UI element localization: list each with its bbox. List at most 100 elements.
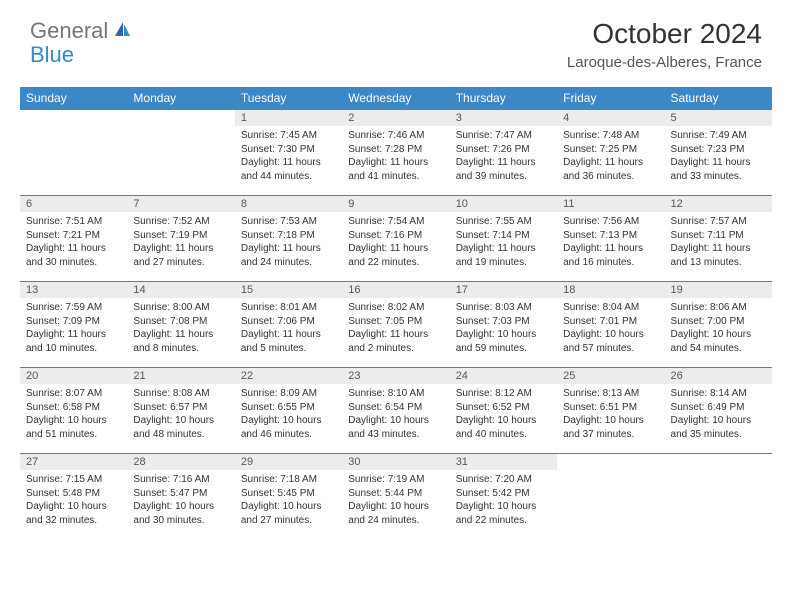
calendar-cell: 11Sunrise: 7:56 AMSunset: 7:13 PMDayligh… — [557, 196, 664, 282]
day-details: Sunrise: 7:45 AMSunset: 7:30 PMDaylight:… — [235, 126, 342, 187]
day-number: 27 — [20, 454, 127, 470]
day-details: Sunrise: 8:12 AMSunset: 6:52 PMDaylight:… — [450, 384, 557, 445]
calendar-cell: 10Sunrise: 7:55 AMSunset: 7:14 PMDayligh… — [450, 196, 557, 282]
day-number: 17 — [450, 282, 557, 298]
calendar-head: SundayMondayTuesdayWednesdayThursdayFrid… — [20, 87, 772, 110]
day-details: Sunrise: 7:49 AMSunset: 7:23 PMDaylight:… — [665, 126, 772, 187]
day-details: Sunrise: 8:14 AMSunset: 6:49 PMDaylight:… — [665, 384, 772, 445]
calendar-cell: 30Sunrise: 7:19 AMSunset: 5:44 PMDayligh… — [342, 454, 449, 540]
calendar-cell: 8Sunrise: 7:53 AMSunset: 7:18 PMDaylight… — [235, 196, 342, 282]
calendar-week-row: 1Sunrise: 7:45 AMSunset: 7:30 PMDaylight… — [20, 110, 772, 196]
day-number: 22 — [235, 368, 342, 384]
day-number: 14 — [127, 282, 234, 298]
day-number: 11 — [557, 196, 664, 212]
calendar-cell: 25Sunrise: 8:13 AMSunset: 6:51 PMDayligh… — [557, 368, 664, 454]
calendar-cell: 16Sunrise: 8:02 AMSunset: 7:05 PMDayligh… — [342, 282, 449, 368]
day-details: Sunrise: 8:10 AMSunset: 6:54 PMDaylight:… — [342, 384, 449, 445]
calendar-cell: 12Sunrise: 7:57 AMSunset: 7:11 PMDayligh… — [665, 196, 772, 282]
title-block: October 2024 Laroque-des-Alberes, France — [567, 18, 762, 71]
day-details: Sunrise: 7:57 AMSunset: 7:11 PMDaylight:… — [665, 212, 772, 273]
logo-text-blue: Blue — [30, 42, 74, 67]
calendar-week-row: 20Sunrise: 8:07 AMSunset: 6:58 PMDayligh… — [20, 368, 772, 454]
day-details: Sunrise: 8:03 AMSunset: 7:03 PMDaylight:… — [450, 298, 557, 359]
calendar-cell: 21Sunrise: 8:08 AMSunset: 6:57 PMDayligh… — [127, 368, 234, 454]
day-details: Sunrise: 7:48 AMSunset: 7:25 PMDaylight:… — [557, 126, 664, 187]
calendar-week-row: 27Sunrise: 7:15 AMSunset: 5:48 PMDayligh… — [20, 454, 772, 540]
day-number: 2 — [342, 110, 449, 126]
calendar-cell: 7Sunrise: 7:52 AMSunset: 7:19 PMDaylight… — [127, 196, 234, 282]
calendar-cell: 20Sunrise: 8:07 AMSunset: 6:58 PMDayligh… — [20, 368, 127, 454]
calendar-cell: 4Sunrise: 7:48 AMSunset: 7:25 PMDaylight… — [557, 110, 664, 196]
day-number: 1 — [235, 110, 342, 126]
day-details: Sunrise: 7:47 AMSunset: 7:26 PMDaylight:… — [450, 126, 557, 187]
day-number: 18 — [557, 282, 664, 298]
day-details: Sunrise: 8:08 AMSunset: 6:57 PMDaylight:… — [127, 384, 234, 445]
day-details: Sunrise: 7:19 AMSunset: 5:44 PMDaylight:… — [342, 470, 449, 531]
day-number: 4 — [557, 110, 664, 126]
day-number: 28 — [127, 454, 234, 470]
day-number: 30 — [342, 454, 449, 470]
month-title: October 2024 — [567, 18, 762, 50]
day-details: Sunrise: 7:18 AMSunset: 5:45 PMDaylight:… — [235, 470, 342, 531]
logo-text-general: General — [30, 18, 108, 44]
day-details: Sunrise: 8:00 AMSunset: 7:08 PMDaylight:… — [127, 298, 234, 359]
calendar-week-row: 13Sunrise: 7:59 AMSunset: 7:09 PMDayligh… — [20, 282, 772, 368]
header: General October 2024 Laroque-des-Alberes… — [0, 0, 792, 81]
day-number: 10 — [450, 196, 557, 212]
calendar-table: SundayMondayTuesdayWednesdayThursdayFrid… — [20, 87, 772, 540]
day-number: 6 — [20, 196, 127, 212]
day-number: 9 — [342, 196, 449, 212]
day-number: 23 — [342, 368, 449, 384]
calendar-cell: 26Sunrise: 8:14 AMSunset: 6:49 PMDayligh… — [665, 368, 772, 454]
calendar-cell — [557, 454, 664, 540]
day-number: 15 — [235, 282, 342, 298]
day-number: 21 — [127, 368, 234, 384]
calendar-cell — [20, 110, 127, 196]
weekday-header: Thursday — [450, 87, 557, 110]
day-number: 25 — [557, 368, 664, 384]
calendar-cell: 27Sunrise: 7:15 AMSunset: 5:48 PMDayligh… — [20, 454, 127, 540]
day-number: 3 — [450, 110, 557, 126]
logo-blue-wrap: Blue — [30, 42, 74, 68]
day-details: Sunrise: 7:46 AMSunset: 7:28 PMDaylight:… — [342, 126, 449, 187]
day-details: Sunrise: 7:51 AMSunset: 7:21 PMDaylight:… — [20, 212, 127, 273]
calendar-cell: 3Sunrise: 7:47 AMSunset: 7:26 PMDaylight… — [450, 110, 557, 196]
calendar-cell: 5Sunrise: 7:49 AMSunset: 7:23 PMDaylight… — [665, 110, 772, 196]
day-number: 5 — [665, 110, 772, 126]
location: Laroque-des-Alberes, France — [567, 54, 762, 71]
day-details: Sunrise: 7:53 AMSunset: 7:18 PMDaylight:… — [235, 212, 342, 273]
day-number: 8 — [235, 196, 342, 212]
sail-icon — [113, 20, 133, 43]
day-number: 13 — [20, 282, 127, 298]
day-number: 12 — [665, 196, 772, 212]
calendar-cell: 15Sunrise: 8:01 AMSunset: 7:06 PMDayligh… — [235, 282, 342, 368]
day-details: Sunrise: 7:56 AMSunset: 7:13 PMDaylight:… — [557, 212, 664, 273]
logo: General — [30, 18, 135, 44]
calendar-cell — [665, 454, 772, 540]
calendar-cell: 28Sunrise: 7:16 AMSunset: 5:47 PMDayligh… — [127, 454, 234, 540]
calendar-cell: 2Sunrise: 7:46 AMSunset: 7:28 PMDaylight… — [342, 110, 449, 196]
calendar-cell: 22Sunrise: 8:09 AMSunset: 6:55 PMDayligh… — [235, 368, 342, 454]
day-number: 16 — [342, 282, 449, 298]
weekday-header: Friday — [557, 87, 664, 110]
calendar-cell: 13Sunrise: 7:59 AMSunset: 7:09 PMDayligh… — [20, 282, 127, 368]
day-details: Sunrise: 7:55 AMSunset: 7:14 PMDaylight:… — [450, 212, 557, 273]
calendar-cell: 23Sunrise: 8:10 AMSunset: 6:54 PMDayligh… — [342, 368, 449, 454]
weekday-header: Wednesday — [342, 87, 449, 110]
day-number: 20 — [20, 368, 127, 384]
day-details: Sunrise: 8:07 AMSunset: 6:58 PMDaylight:… — [20, 384, 127, 445]
calendar-week-row: 6Sunrise: 7:51 AMSunset: 7:21 PMDaylight… — [20, 196, 772, 282]
day-number: 24 — [450, 368, 557, 384]
calendar-cell: 31Sunrise: 7:20 AMSunset: 5:42 PMDayligh… — [450, 454, 557, 540]
day-details: Sunrise: 8:13 AMSunset: 6:51 PMDaylight:… — [557, 384, 664, 445]
day-details: Sunrise: 8:01 AMSunset: 7:06 PMDaylight:… — [235, 298, 342, 359]
day-details: Sunrise: 8:02 AMSunset: 7:05 PMDaylight:… — [342, 298, 449, 359]
day-details: Sunrise: 8:09 AMSunset: 6:55 PMDaylight:… — [235, 384, 342, 445]
day-details: Sunrise: 7:59 AMSunset: 7:09 PMDaylight:… — [20, 298, 127, 359]
day-details: Sunrise: 7:20 AMSunset: 5:42 PMDaylight:… — [450, 470, 557, 531]
calendar-cell: 6Sunrise: 7:51 AMSunset: 7:21 PMDaylight… — [20, 196, 127, 282]
weekday-header: Tuesday — [235, 87, 342, 110]
calendar-cell: 1Sunrise: 7:45 AMSunset: 7:30 PMDaylight… — [235, 110, 342, 196]
day-number: 7 — [127, 196, 234, 212]
calendar-cell: 29Sunrise: 7:18 AMSunset: 5:45 PMDayligh… — [235, 454, 342, 540]
